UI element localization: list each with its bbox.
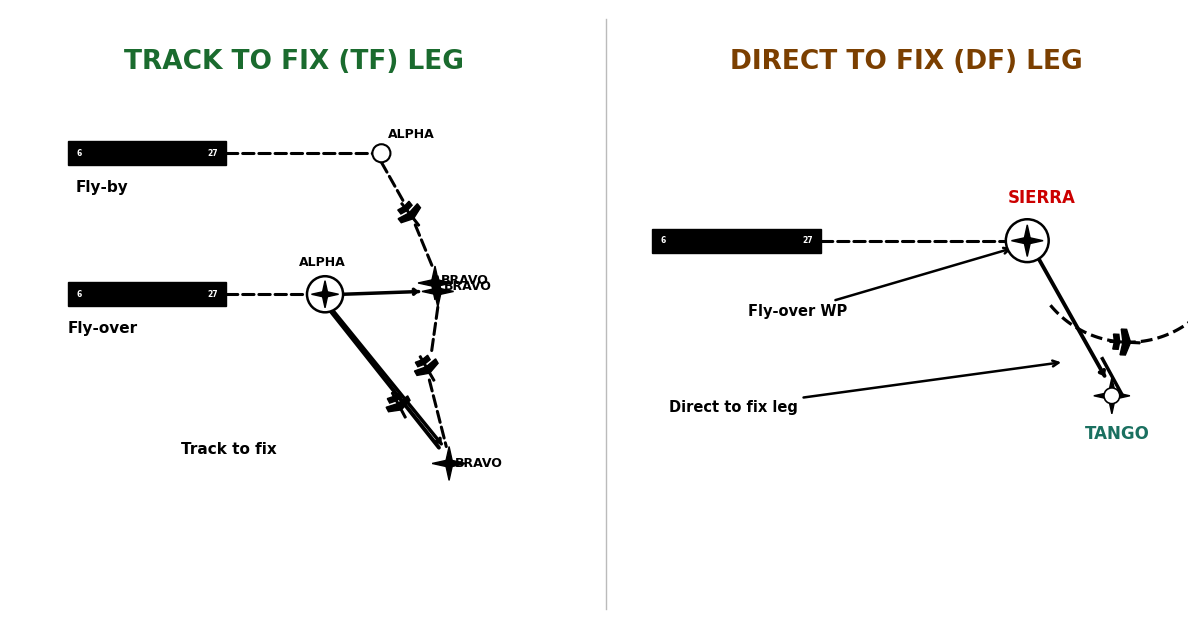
Polygon shape [395,392,402,400]
Polygon shape [432,460,449,467]
Polygon shape [1027,237,1043,244]
Polygon shape [445,447,452,463]
Polygon shape [322,281,328,295]
Polygon shape [414,367,428,376]
Polygon shape [1094,392,1112,400]
Polygon shape [1108,377,1116,396]
Polygon shape [386,404,401,412]
Polygon shape [391,392,407,418]
Text: Track to fix: Track to fix [181,442,277,457]
Text: 6: 6 [77,290,82,299]
Polygon shape [398,214,413,223]
Polygon shape [1110,340,1140,344]
Polygon shape [419,355,434,381]
Text: 27: 27 [208,149,218,158]
Polygon shape [1108,396,1116,414]
Polygon shape [1121,329,1130,342]
Polygon shape [418,279,436,287]
Polygon shape [388,396,396,403]
Polygon shape [1012,237,1027,244]
Bar [653,229,822,252]
Polygon shape [431,266,439,283]
Polygon shape [422,288,438,295]
Polygon shape [397,207,407,214]
Text: 6: 6 [661,236,666,245]
Polygon shape [322,295,328,308]
Bar [68,141,227,165]
Polygon shape [401,203,420,226]
Text: 27: 27 [803,236,812,245]
Text: BRAVO: BRAVO [455,457,503,470]
Text: 6: 6 [77,149,82,158]
Polygon shape [427,359,438,372]
Polygon shape [409,203,420,218]
Circle shape [307,276,343,312]
Text: BRAVO: BRAVO [440,274,488,286]
Polygon shape [1120,343,1130,355]
Text: TRACK TO FIX (TF) LEG: TRACK TO FIX (TF) LEG [124,49,464,75]
Polygon shape [404,201,412,210]
Circle shape [372,144,390,162]
Polygon shape [434,291,442,307]
Text: Fly-by: Fly-by [76,180,128,195]
Polygon shape [445,463,452,480]
Polygon shape [415,360,424,367]
Polygon shape [1112,342,1120,349]
Polygon shape [449,460,466,467]
Text: SIERRA: SIERRA [1008,189,1075,207]
Polygon shape [1024,225,1031,241]
Polygon shape [1114,334,1120,341]
Text: BRAVO: BRAVO [444,281,491,293]
Circle shape [1006,219,1049,262]
Text: DIRECT TO FIX (DF) LEG: DIRECT TO FIX (DF) LEG [730,49,1082,75]
Polygon shape [431,283,439,300]
Polygon shape [1024,241,1031,256]
Text: ALPHA: ALPHA [299,256,346,269]
Polygon shape [422,355,430,364]
Text: TANGO: TANGO [1085,425,1150,443]
Circle shape [1104,388,1120,404]
Polygon shape [438,288,454,295]
Polygon shape [312,291,325,297]
Bar [68,283,227,306]
Text: Fly-over: Fly-over [67,321,137,336]
Polygon shape [325,291,338,297]
Text: Fly-over WP: Fly-over WP [748,248,1009,318]
Polygon shape [434,276,442,291]
Text: ALPHA: ALPHA [388,128,434,141]
Polygon shape [398,396,410,409]
Text: 27: 27 [208,290,218,299]
Polygon shape [1112,392,1130,400]
Polygon shape [436,279,452,287]
Text: Direct to fix leg: Direct to fix leg [670,360,1058,414]
